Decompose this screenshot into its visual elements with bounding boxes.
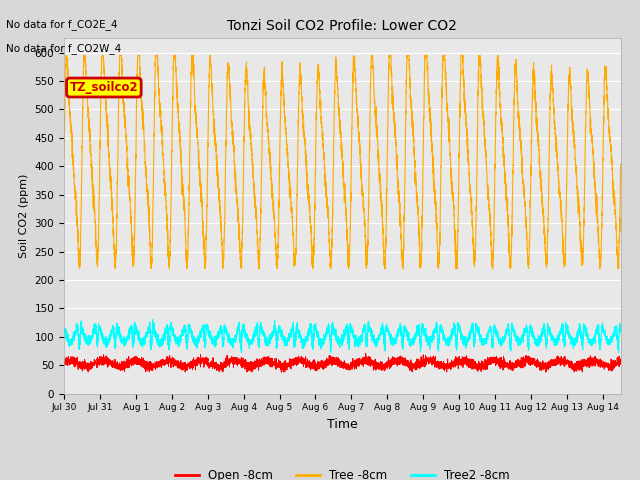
Tree -8cm [60, 156, 68, 161]
Line: Tree2 -8cm: Tree2 -8cm [64, 320, 621, 352]
Line: Open -8cm: Open -8cm [64, 353, 621, 372]
Open -8cm [161, 360, 169, 366]
Open -8cm [362, 350, 369, 356]
Tree2 -8cm [273, 341, 281, 347]
Tree2 -8cm [518, 334, 526, 339]
X-axis label: Time: Time [327, 418, 358, 431]
Tree -8cm [62, 53, 70, 59]
Y-axis label: Soil CO2 (ppm): Soil CO2 (ppm) [19, 174, 29, 258]
Open -8cm [422, 360, 430, 365]
Open -8cm [617, 360, 625, 365]
Open -8cm [518, 360, 526, 366]
Open -8cm [84, 369, 92, 375]
Line: Tree -8cm: Tree -8cm [64, 56, 621, 269]
Tree -8cm [273, 257, 281, 263]
Tree -8cm [617, 165, 625, 170]
Tree -8cm [476, 60, 483, 65]
Tree2 -8cm [394, 331, 402, 337]
Tree -8cm [518, 156, 526, 161]
Tree2 -8cm [422, 337, 430, 343]
Tree -8cm [147, 266, 155, 272]
Tree2 -8cm [617, 324, 625, 330]
Tree2 -8cm [60, 327, 68, 333]
Open -8cm [476, 360, 483, 366]
Text: TZ_soilco2: TZ_soilco2 [70, 81, 138, 94]
Tree2 -8cm [237, 349, 245, 355]
Text: No data for f_CO2E_4: No data for f_CO2E_4 [6, 19, 118, 30]
Title: Tonzi Soil CO2 Profile: Lower CO2: Tonzi Soil CO2 Profile: Lower CO2 [227, 19, 458, 33]
Open -8cm [394, 358, 402, 363]
Tree -8cm [422, 53, 430, 59]
Tree -8cm [161, 193, 169, 199]
Tree2 -8cm [476, 333, 483, 338]
Open -8cm [60, 361, 68, 367]
Text: No data for f_CO2W_4: No data for f_CO2W_4 [6, 43, 122, 54]
Tree2 -8cm [149, 317, 157, 323]
Legend: Open -8cm, Tree -8cm, Tree2 -8cm: Open -8cm, Tree -8cm, Tree2 -8cm [170, 465, 515, 480]
Open -8cm [273, 365, 281, 371]
Tree -8cm [394, 192, 402, 198]
Tree2 -8cm [161, 331, 169, 337]
